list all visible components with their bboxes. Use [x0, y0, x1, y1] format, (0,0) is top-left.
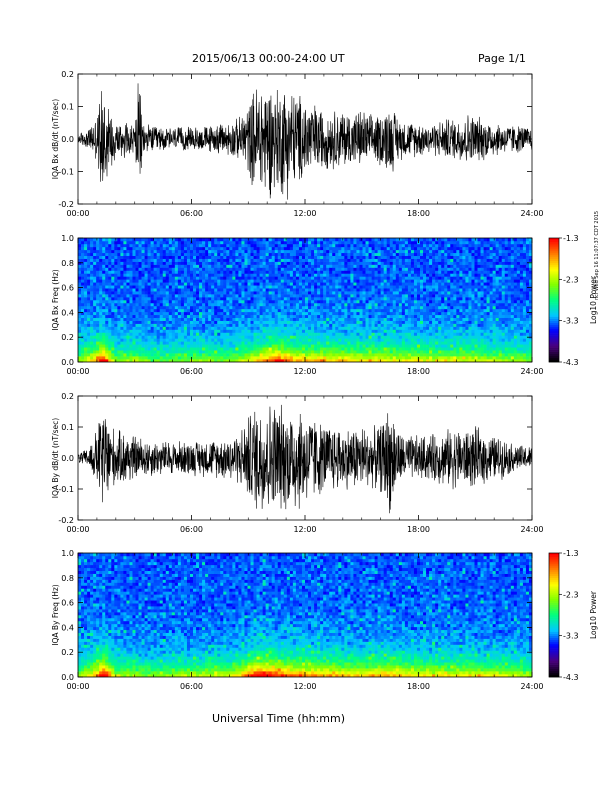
y-tick-label: 0.1: [61, 103, 74, 112]
y-tick-label: 1.0: [61, 234, 74, 243]
colorbar-tick-label: -2.3: [563, 590, 579, 599]
y-tick-label: 0.6: [61, 284, 74, 293]
spectrogram-bx-cells: [78, 238, 532, 362]
y-tick-label: -0.2: [58, 516, 74, 525]
colorbar-tick-label: -3.3: [563, 317, 579, 326]
y-tick-label: 0.4: [61, 623, 74, 632]
page-number: Page 1/1: [478, 52, 526, 65]
x-tick-label: 12:00: [293, 367, 316, 376]
waveform-bx-panel: 00:00 06:00 12:00 18:00 24:00 -0.2 -0.1 0.0 0.1 0…: [51, 70, 544, 218]
colorbar-tick-label: -4.3: [563, 358, 579, 367]
spectrogram-by-panel: -1.3 -2.3 -3.3 -4.3 Log10 Power 00:00 06:00 12:…: [51, 549, 598, 691]
y-tick-label: 0.8: [61, 259, 74, 268]
y-tick-label: 0.8: [61, 574, 74, 583]
x-axis-title: Universal Time (hh:mm): [212, 712, 345, 725]
y-tick-label: 0.2: [61, 648, 74, 657]
colorbar-tick-label: -1.3: [563, 549, 579, 558]
y-axis-title: IQA Bx dB/dt (nT/sec): [51, 99, 60, 180]
y-tick-label: 0.1: [61, 423, 74, 432]
x-tick-label: 06:00: [180, 525, 203, 534]
x-tick-label: 18:00: [407, 682, 430, 691]
x-tick-label: 06:00: [180, 367, 203, 376]
y-tick-label: 0.2: [61, 70, 74, 79]
y-axis-title: IQA By dB/dt (nT/sec): [51, 418, 60, 499]
x-tick-label: 24:00: [520, 367, 543, 376]
page-title: 2015/06/13 00:00-24:00 UT: [192, 52, 345, 65]
x-tick-label: 12:00: [293, 682, 316, 691]
y-tick-label: -0.1: [58, 168, 74, 177]
x-tick-label: 18:00: [407, 525, 430, 534]
x-tick-label: 24:00: [520, 525, 543, 534]
colorbar-label: Log10 Power: [589, 590, 598, 639]
waveform-bx-trace: [78, 83, 532, 200]
x-tick-label: 00:00: [66, 209, 89, 218]
y-tick-label: 1.0: [61, 549, 74, 558]
y-tick-label: -0.1: [58, 485, 74, 494]
y-tick-label: 0.6: [61, 599, 74, 608]
x-tick-label: 12:00: [293, 209, 316, 218]
colorbar-tick-label: -1.3: [563, 234, 579, 243]
waveform-by-trace: [78, 404, 532, 514]
x-tick-label: 18:00: [407, 367, 430, 376]
x-tick-label: 24:00: [520, 682, 543, 691]
spectrogram-bx-colorbar: -1.3 -2.3 -3.3 -4.3 Log10 Power: [548, 234, 598, 367]
spectrogram-by-cells: [78, 553, 532, 677]
y-tick-label: 0.2: [61, 392, 74, 401]
x-tick-label: 00:00: [66, 525, 89, 534]
x-tick-label: 00:00: [66, 682, 89, 691]
x-tick-label: 18:00: [407, 209, 430, 218]
colorbar-tick-label: -3.3: [563, 632, 579, 641]
y-tick-label: 0.0: [61, 454, 74, 463]
y-tick-label: 0.0: [61, 673, 74, 682]
generation-stamp: ncl Wed Sep 16 11:07:37 CDT 2015: [594, 210, 600, 300]
waveform-by-panel: 00:00 06:00 12:00 18:00 24:00 -0.2 -0.1 0.0 0.1 0…: [51, 392, 544, 534]
x-tick-label: 12:00: [293, 525, 316, 534]
x-tick-label: 06:00: [180, 209, 203, 218]
y-tick-label: -0.2: [58, 200, 74, 209]
y-tick-label: 0.0: [61, 358, 74, 367]
colorbar-label: Log10 Power: [589, 275, 598, 324]
y-tick-label: 0.2: [61, 333, 74, 342]
y-axis-title: IQA By Freq (Hz): [51, 584, 60, 646]
y-tick-label: 0.4: [61, 308, 74, 317]
y-tick-label: 0.0: [61, 135, 74, 144]
x-tick-label: 24:00: [520, 209, 543, 218]
colorbar-tick-label: -4.3: [563, 673, 579, 682]
x-tick-label: 00:00: [66, 367, 89, 376]
x-tick-label: 06:00: [180, 682, 203, 691]
spectrogram-bx-panel: -1.3 -2.3 -3.3 -4.3 Log10 Power 00:00 06:00 12:…: [51, 234, 598, 376]
y-axis-title: IQA Bx Freq (Hz): [51, 269, 60, 331]
spectrogram-by-colorbar: -1.3 -2.3 -3.3 -4.3 Log10 Power: [548, 549, 598, 682]
colorbar-tick-label: -2.3: [563, 275, 579, 284]
